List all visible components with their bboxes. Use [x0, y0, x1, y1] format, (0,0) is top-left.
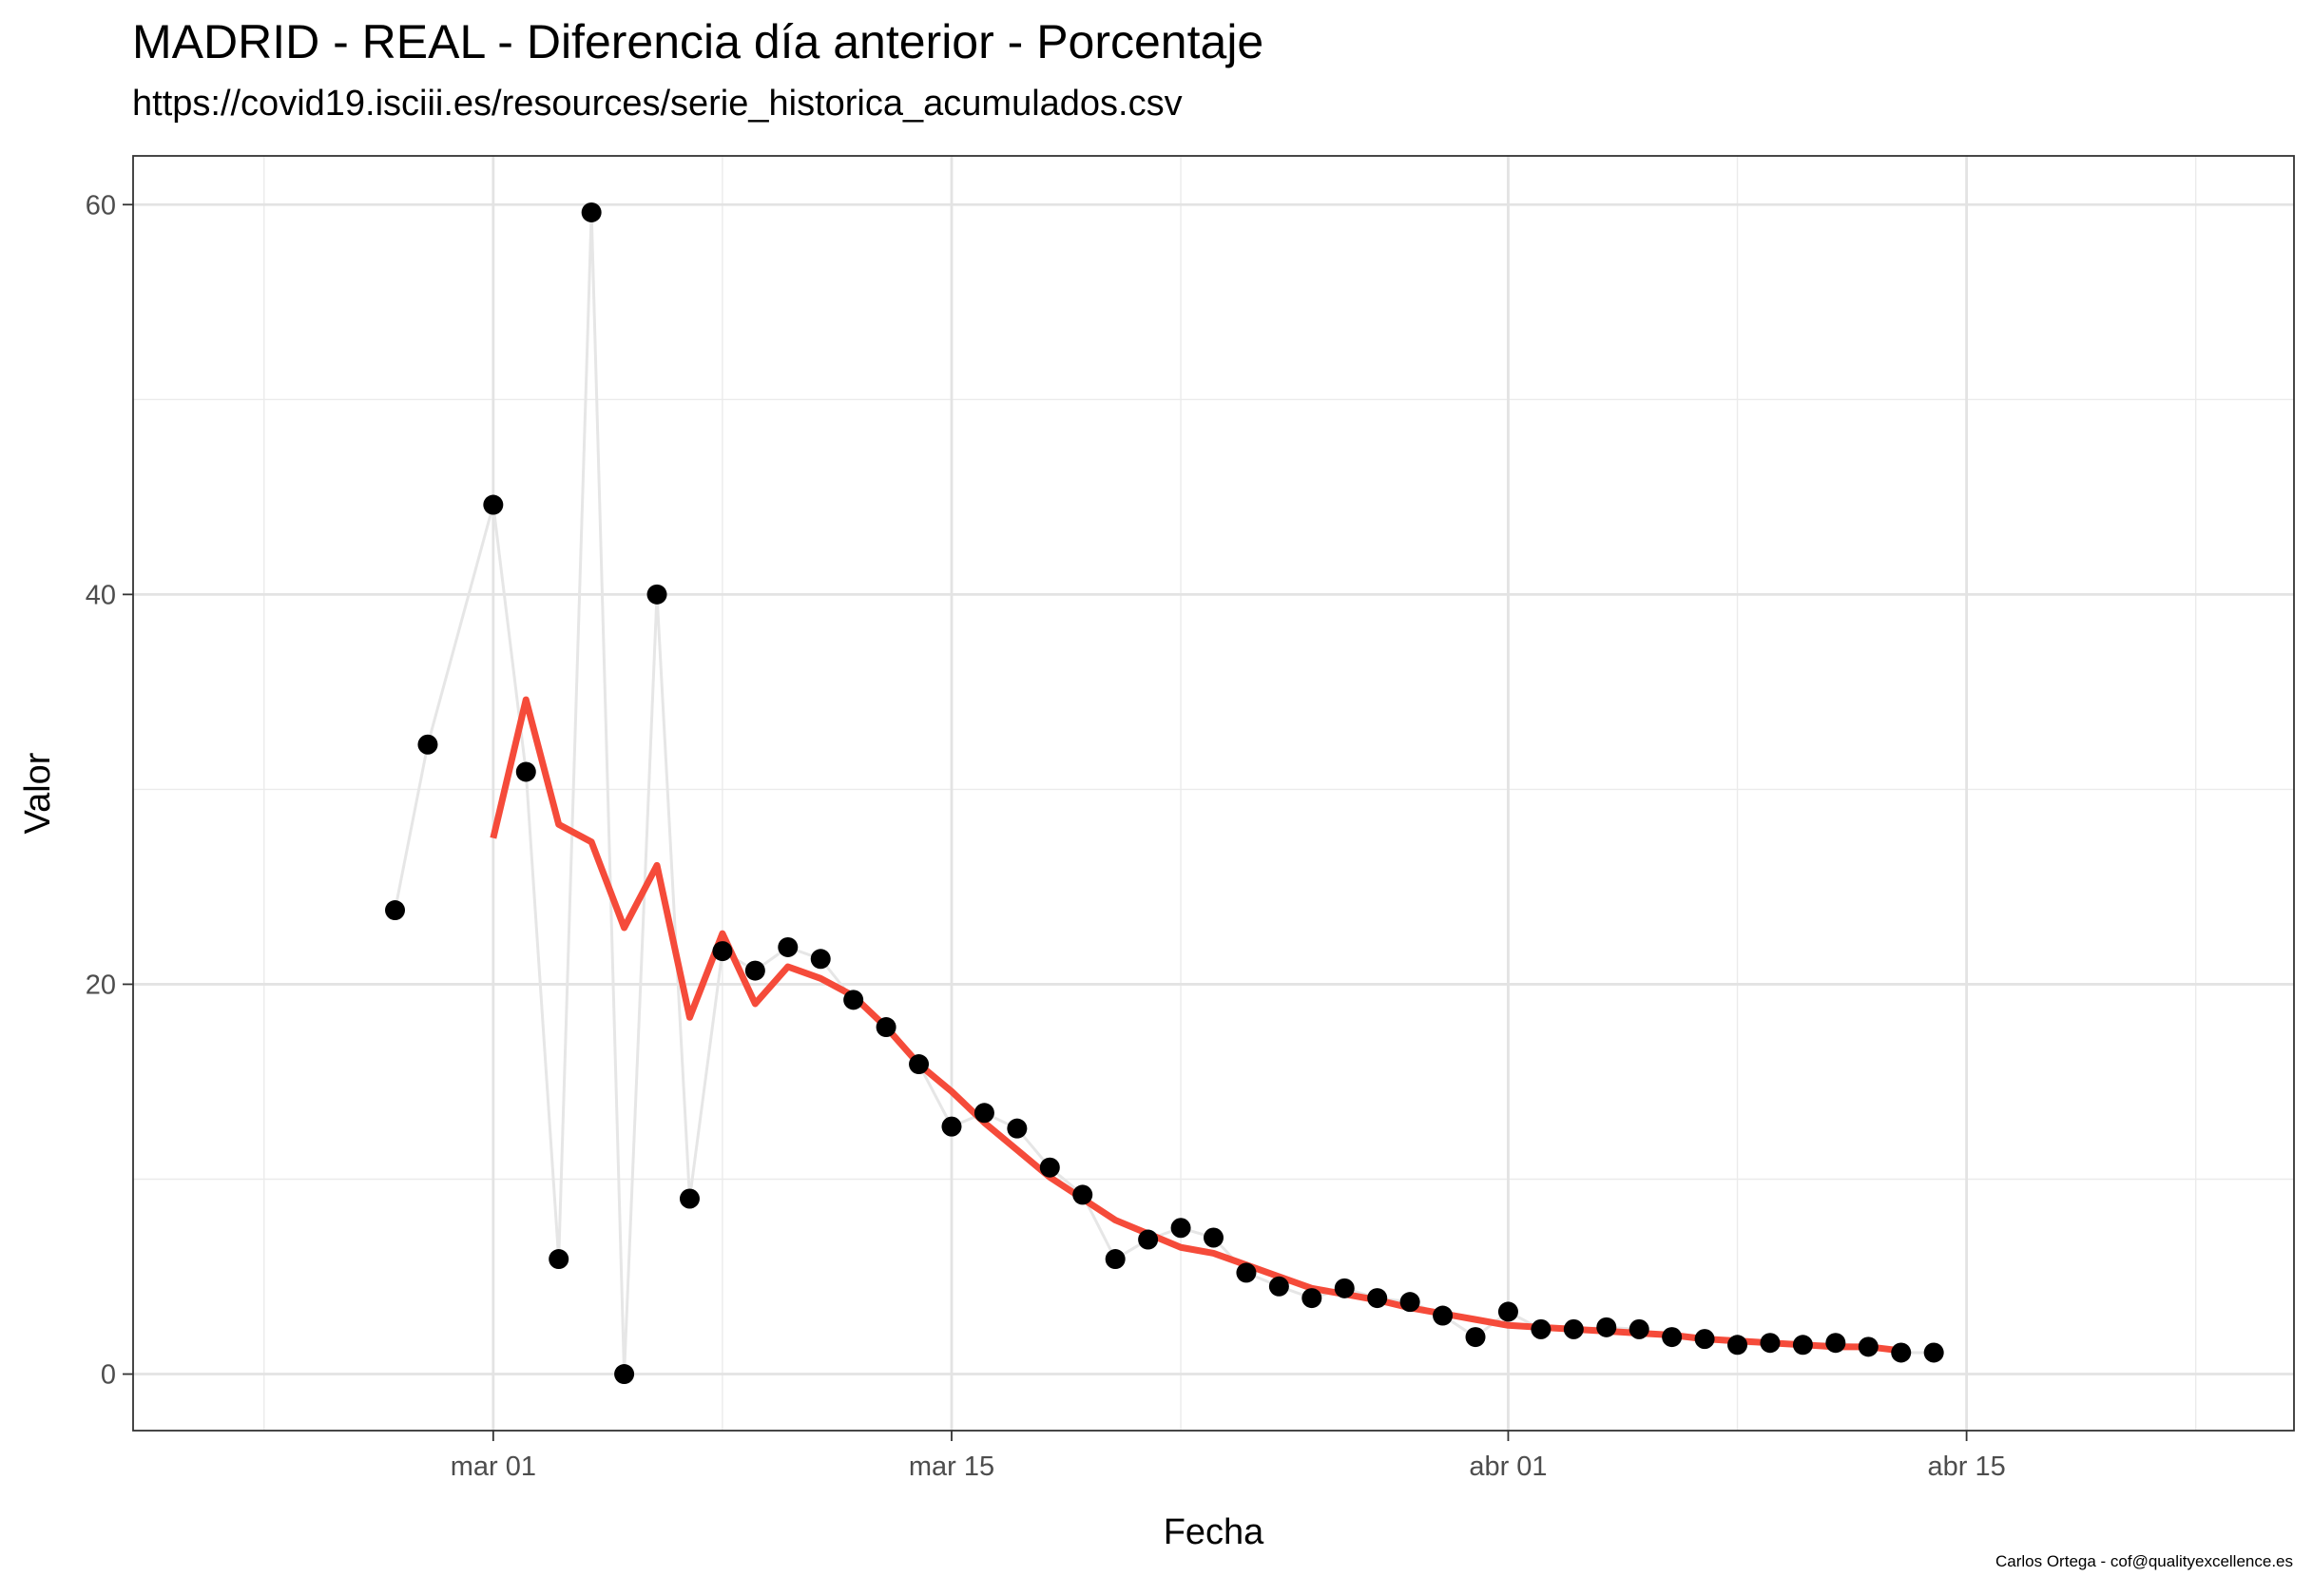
data-point	[1399, 1292, 1420, 1313]
data-point	[1204, 1227, 1224, 1248]
x-tick-label: mar 01	[451, 1452, 536, 1482]
data-point	[1039, 1157, 1060, 1178]
data-point	[1465, 1327, 1486, 1348]
data-point	[1531, 1318, 1552, 1339]
data-point	[1563, 1318, 1584, 1339]
data-point	[1007, 1118, 1028, 1139]
y-tick-label: 60	[86, 190, 116, 221]
data-point	[810, 949, 831, 970]
data-point	[1170, 1218, 1191, 1239]
data-point	[515, 761, 536, 782]
data-point	[1792, 1335, 1813, 1356]
data-point	[778, 936, 799, 957]
data-point	[1301, 1288, 1322, 1309]
chart-subtitle: https://covid19.isciii.es/resources/seri…	[132, 84, 1183, 124]
data-point	[973, 1103, 994, 1124]
data-point	[1662, 1327, 1683, 1348]
plot-panel-border	[132, 155, 2295, 1432]
data-point	[385, 900, 406, 921]
data-point	[1433, 1305, 1454, 1326]
data-point	[876, 1017, 896, 1038]
data-point	[549, 1249, 569, 1270]
x-axis-title: Fecha	[1164, 1512, 1264, 1552]
data-point	[1596, 1317, 1617, 1337]
data-point	[1334, 1278, 1355, 1298]
y-axis: 0 20 40 60	[86, 190, 133, 1391]
data-point	[1858, 1336, 1879, 1357]
y-tick-label: 0	[101, 1360, 116, 1391]
data-point	[1497, 1301, 1518, 1322]
x-tick-label: mar 15	[909, 1452, 994, 1482]
data-point	[1825, 1333, 1846, 1354]
data-point	[1727, 1335, 1748, 1356]
data-point	[1105, 1249, 1126, 1270]
data-point	[1268, 1276, 1289, 1297]
data-point	[1138, 1229, 1159, 1250]
data-point	[941, 1116, 962, 1137]
data-point	[581, 202, 602, 222]
data-point	[679, 1188, 700, 1209]
data-point	[1694, 1329, 1715, 1350]
x-tick-label: abr 15	[1927, 1452, 2005, 1482]
data-point	[1236, 1262, 1257, 1283]
data-point	[1072, 1184, 1093, 1205]
data-point	[744, 960, 765, 981]
data-point	[1367, 1288, 1388, 1309]
chart-title: MADRID - REAL - Diferencia día anterior …	[132, 15, 1264, 68]
data-point	[614, 1364, 635, 1385]
data-point	[1891, 1342, 1912, 1363]
data-point	[1923, 1342, 1944, 1363]
y-axis-title: Valor	[18, 752, 58, 834]
grid-minor	[133, 156, 2294, 1431]
data-point	[712, 941, 733, 962]
chart-caption: Carlos Ortega - cof@qualityexcellence.es	[1995, 1552, 2293, 1570]
data-point	[909, 1054, 930, 1075]
data-point	[1629, 1318, 1649, 1339]
x-tick-label: abr 01	[1469, 1452, 1547, 1482]
observed-points	[385, 202, 1944, 1385]
data-point	[646, 584, 667, 605]
y-tick-label: 20	[86, 970, 116, 1000]
data-point	[483, 494, 504, 515]
grid-major	[133, 156, 2294, 1431]
data-point	[843, 990, 864, 1010]
x-axis: mar 01 mar 15 abr 01 abr 15	[451, 1431, 2006, 1482]
y-tick-label: 40	[86, 580, 116, 610]
data-point	[417, 734, 438, 755]
data-point	[1760, 1333, 1781, 1354]
